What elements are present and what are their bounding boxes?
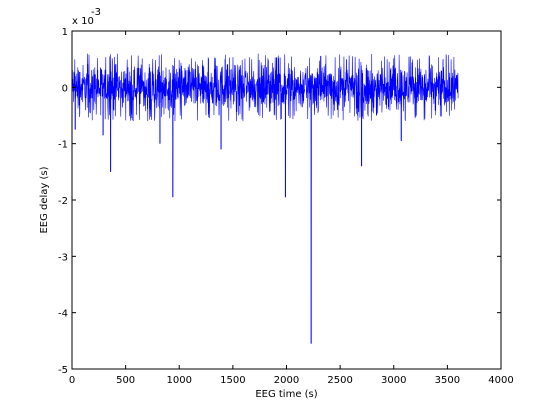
x-tick-label: 2000	[274, 375, 299, 386]
x-tick-label: 500	[116, 375, 135, 386]
x-tick-label: 0	[69, 375, 75, 386]
x-tick-label: 3000	[381, 375, 406, 386]
x-tick-label: 2500	[327, 375, 352, 386]
series-line	[71, 53, 459, 344]
y-tick-label: 0	[62, 83, 68, 94]
y-tick-label: 1	[62, 27, 68, 38]
x-axis-label: EEG time (s)	[255, 389, 317, 400]
y-tick-label: -2	[58, 196, 68, 207]
y-tick-label: -1	[58, 140, 68, 151]
tick-layer: 0 500 1000 1500 2000 2500 3000 3500 4000 1 0 -1 -2 -3…	[58, 27, 514, 386]
y-tick-label: -5	[58, 365, 68, 376]
exponent-power: -3	[91, 7, 101, 18]
exponent-base: x 10	[72, 16, 94, 27]
y-axis-label: EEG delay (s)	[39, 166, 50, 233]
x-tick-label: 1500	[220, 375, 245, 386]
x-tick-label: 4000	[488, 375, 513, 386]
y-tick-label: -4	[58, 309, 68, 320]
x-tick-label: 1000	[167, 375, 192, 386]
series-layer	[71, 53, 459, 344]
y-tick-label: -3	[58, 252, 68, 263]
x-tick-label: 3500	[435, 375, 460, 386]
